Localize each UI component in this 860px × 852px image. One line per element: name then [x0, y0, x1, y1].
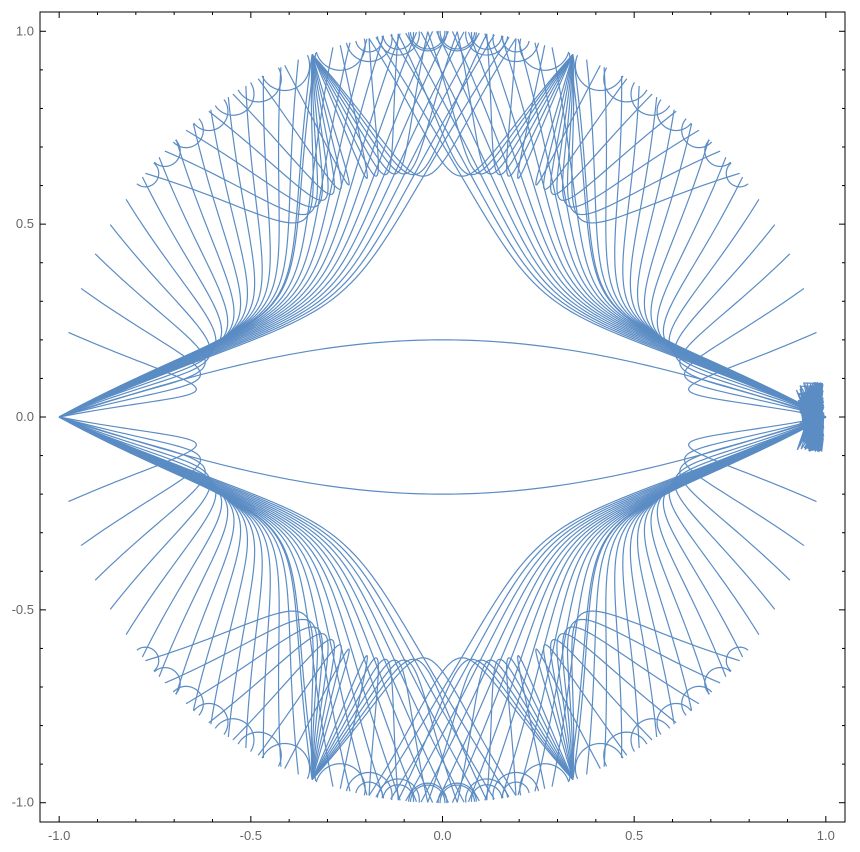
svg-text:1.0: 1.0	[16, 23, 34, 38]
parametric-plot: -1.0 -0.5 0.0 0.5 1.0 -1.0 -0.5 0.0 0.5 1.0	[0, 0, 860, 852]
svg-text:1.0: 1.0	[817, 828, 835, 843]
chart-container: -1.0 -0.5 0.0 0.5 1.0 -1.0 -0.5 0.0 0.5 1.0	[0, 0, 860, 852]
svg-text:-1.0: -1.0	[48, 828, 70, 843]
svg-text:-1.0: -1.0	[12, 795, 34, 810]
svg-text:0.5: 0.5	[625, 828, 643, 843]
svg-text:-0.5: -0.5	[240, 828, 262, 843]
svg-text:0.0: 0.0	[16, 409, 34, 424]
svg-text:0.5: 0.5	[16, 216, 34, 231]
svg-text:0.0: 0.0	[433, 828, 451, 843]
svg-text:-0.5: -0.5	[12, 602, 34, 617]
